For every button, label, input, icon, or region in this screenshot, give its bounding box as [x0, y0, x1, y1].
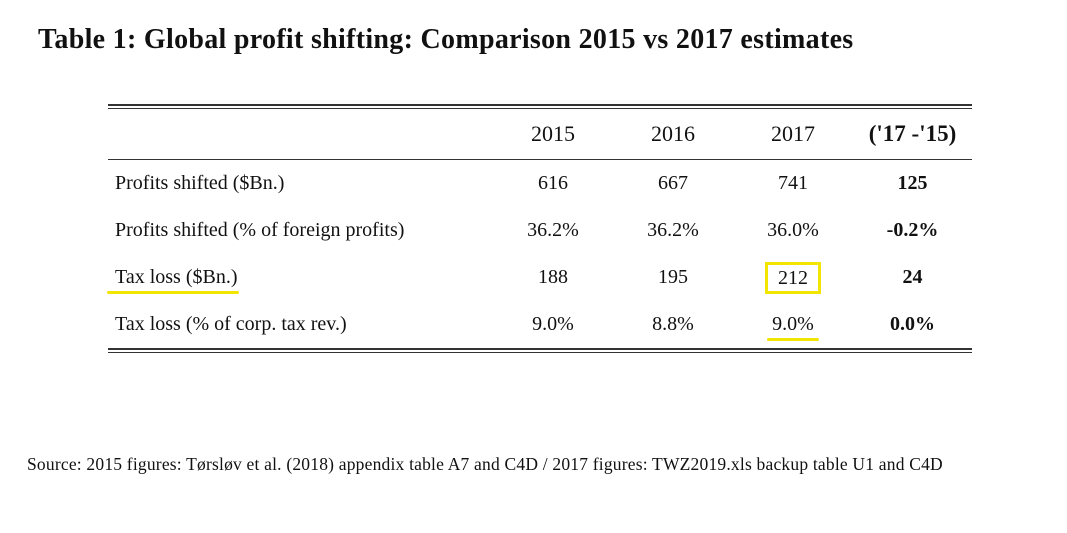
header-rule: [108, 159, 972, 160]
row-label: Profits shifted ($Bn.): [115, 172, 285, 194]
cell-2017: 741: [778, 172, 808, 194]
header-difference: ('17 -'15): [868, 121, 957, 146]
row-label: Tax loss (% of corp. tax rev.): [115, 313, 347, 335]
table-row: Profits shifted (% of foreign profits) 3…: [108, 207, 972, 254]
highlighted-label: Tax loss ($Bn.): [106, 266, 240, 294]
bottom-rule: [108, 348, 972, 353]
cell-2015: 616: [538, 172, 568, 194]
cell-2017: 212: [733, 254, 853, 301]
cell-2016: 8.8%: [652, 313, 694, 335]
table-title: Table 1: Global profit shifting: Compari…: [38, 24, 854, 55]
header-blank: [108, 109, 493, 159]
table-row: Profits shifted ($Bn.) 616 667 741 125: [108, 160, 972, 207]
cell-2015: 188: [538, 266, 568, 288]
header-2016: 2016: [651, 121, 695, 146]
highlighted-value: 9.0%: [767, 313, 819, 341]
cell-2016: 195: [658, 266, 688, 288]
table-row: Tax loss ($Bn.) 188 195 212 24: [106, 254, 972, 301]
source-note: Source: 2015 figures: Tørsløv et al. (20…: [27, 454, 943, 474]
cell-difference: 125: [897, 172, 928, 194]
row-label: Tax loss ($Bn.): [106, 254, 493, 301]
cell-difference: 24: [902, 266, 923, 288]
top-rule: [108, 104, 972, 109]
table-row: Tax loss (% of corp. tax rev.) 9.0% 8.8%…: [108, 301, 972, 348]
row-label: Profits shifted (% of foreign profits): [115, 219, 405, 241]
header-2017: 2017: [771, 121, 815, 146]
cell-difference: 0.0%: [890, 313, 935, 335]
cell-difference: -0.2%: [886, 219, 939, 241]
cell-2015: 36.2%: [527, 219, 579, 241]
header-2015: 2015: [531, 121, 575, 146]
header-row: 2015 2016 2017 ('17 -'15): [108, 109, 972, 159]
comparison-table: 2015 2016 2017 ('17 -'15) Profits shifte…: [106, 104, 972, 353]
cell-2016: 667: [658, 172, 688, 194]
cell-2017: 36.0%: [767, 219, 819, 241]
cell-2016: 36.2%: [647, 219, 699, 241]
cell-2017: 9.0%: [733, 301, 853, 348]
cell-2015: 9.0%: [532, 313, 574, 335]
highlight-box: 212: [765, 261, 821, 294]
